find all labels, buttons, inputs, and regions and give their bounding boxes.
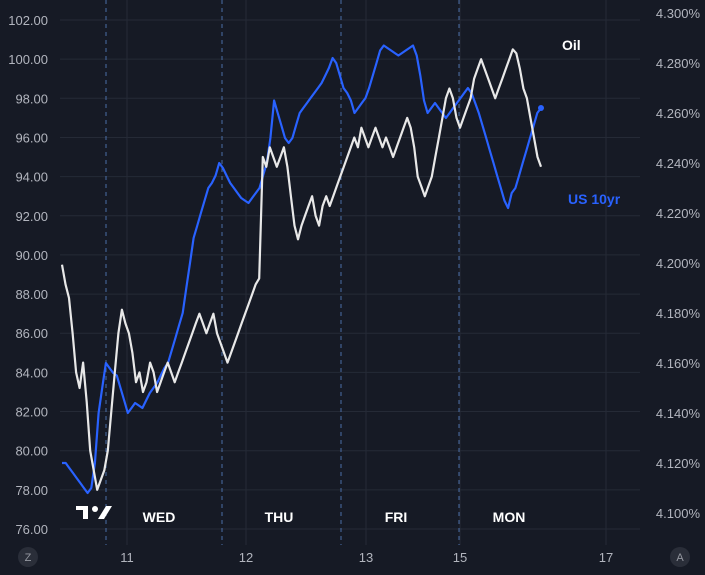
legend-label: Oil	[562, 37, 581, 53]
left-tick-label: 78.00	[15, 483, 48, 498]
grid	[60, 0, 640, 545]
us10yr-last-point	[538, 105, 544, 111]
day-label: WED	[143, 509, 176, 525]
left-tick-label: 76.00	[15, 522, 48, 537]
left-tick-label: 82.00	[15, 405, 48, 420]
left-tick-label: 80.00	[15, 444, 48, 459]
left-tick-label: 96.00	[15, 130, 48, 145]
auto-scale-label: A	[676, 552, 684, 564]
left-tick-label: 92.00	[15, 209, 48, 224]
zoom-reset-label: Z	[25, 552, 32, 564]
right-tick-label: 4.120%	[656, 456, 701, 471]
right-tick-label: 4.140%	[656, 406, 701, 421]
right-tick-label: 4.300%	[656, 6, 701, 21]
left-tick-label: 84.00	[15, 365, 48, 380]
day-label: THU	[265, 509, 294, 525]
left-tick-label: 98.00	[15, 91, 48, 106]
right-tick-label: 4.280%	[656, 56, 701, 71]
x-tick-label: 13	[359, 550, 373, 565]
day-label: MON	[493, 509, 526, 525]
right-tick-label: 4.220%	[656, 206, 701, 221]
tradingview-logo	[76, 506, 112, 519]
zoom-reset-button[interactable]: Z	[18, 547, 38, 567]
series-lines	[60, 44, 544, 495]
legend-label: US 10yr	[568, 191, 621, 207]
left-tick-label: 90.00	[15, 248, 48, 263]
session-separators	[105, 0, 460, 545]
x-tick-label: 12	[239, 550, 253, 565]
left-tick-label: 86.00	[15, 326, 48, 341]
right-tick-label: 4.240%	[656, 156, 701, 171]
left-tick-label: 94.00	[15, 170, 48, 185]
right-tick-label: 4.180%	[656, 306, 701, 321]
right-tick-label: 4.260%	[656, 106, 701, 121]
x-axis-ticks: 11 12 13 15 17	[120, 550, 613, 565]
right-tick-label: 4.200%	[656, 256, 701, 271]
x-tick-label: 11	[120, 550, 134, 565]
left-axis-ticks: 76.00 78.00 80.00 82.00 84.00 86.00 88.00 90.00…	[8, 13, 48, 537]
right-axis-ticks: 4.100% 4.120% 4.140% 4.160% 4.180% 4.200% 4.22…	[656, 6, 701, 521]
x-tick-label: 17	[599, 550, 613, 565]
left-tick-label: 88.00	[15, 287, 48, 302]
series-line-oil	[60, 48, 543, 491]
day-label: FRI	[385, 509, 408, 525]
left-tick-label: 102.00	[8, 13, 48, 28]
series-line-us-10yr	[62, 44, 542, 495]
right-tick-label: 4.160%	[656, 356, 701, 371]
x-tick-label: 15	[453, 550, 467, 565]
auto-scale-button[interactable]: A	[670, 547, 690, 567]
left-tick-label: 100.00	[8, 52, 48, 67]
legend: Oil US 10yr	[562, 37, 621, 207]
right-tick-label: 4.100%	[656, 506, 701, 521]
day-labels: WED THU FRI MON	[143, 509, 526, 525]
